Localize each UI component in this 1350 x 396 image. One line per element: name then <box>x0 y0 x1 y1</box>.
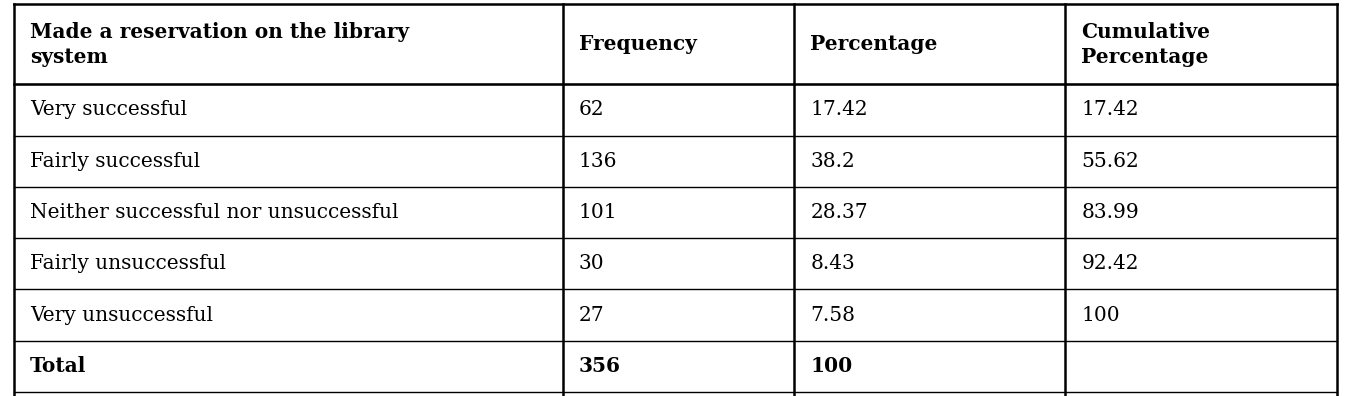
Text: 101: 101 <box>579 203 617 222</box>
Text: 7.58: 7.58 <box>810 306 856 325</box>
Text: 62: 62 <box>579 101 605 120</box>
Text: 356: 356 <box>579 356 621 377</box>
Text: 38.2: 38.2 <box>810 152 855 171</box>
Text: Frequency: Frequency <box>579 34 697 54</box>
Text: Very successful: Very successful <box>30 101 186 120</box>
Text: 55.62: 55.62 <box>1081 152 1139 171</box>
Text: Cumulative
Percentage: Cumulative Percentage <box>1081 22 1211 67</box>
Text: Total: Total <box>30 356 86 377</box>
Text: 30: 30 <box>579 254 605 273</box>
Text: 27: 27 <box>579 306 605 325</box>
Text: Fairly successful: Fairly successful <box>30 152 200 171</box>
Text: 83.99: 83.99 <box>1081 203 1139 222</box>
Text: 100: 100 <box>810 356 852 377</box>
Text: Made a reservation on the library
system: Made a reservation on the library system <box>30 22 409 67</box>
Text: 92.42: 92.42 <box>1081 254 1139 273</box>
Text: Neither successful nor unsuccessful: Neither successful nor unsuccessful <box>30 203 398 222</box>
Text: 28.37: 28.37 <box>810 203 868 222</box>
Text: 17.42: 17.42 <box>1081 101 1139 120</box>
Text: 136: 136 <box>579 152 617 171</box>
Text: 100: 100 <box>1081 306 1120 325</box>
Text: 17.42: 17.42 <box>810 101 868 120</box>
Text: 8.43: 8.43 <box>810 254 855 273</box>
Text: Percentage: Percentage <box>810 34 938 54</box>
Text: Fairly unsuccessful: Fairly unsuccessful <box>30 254 225 273</box>
Text: Very unsuccessful: Very unsuccessful <box>30 306 213 325</box>
